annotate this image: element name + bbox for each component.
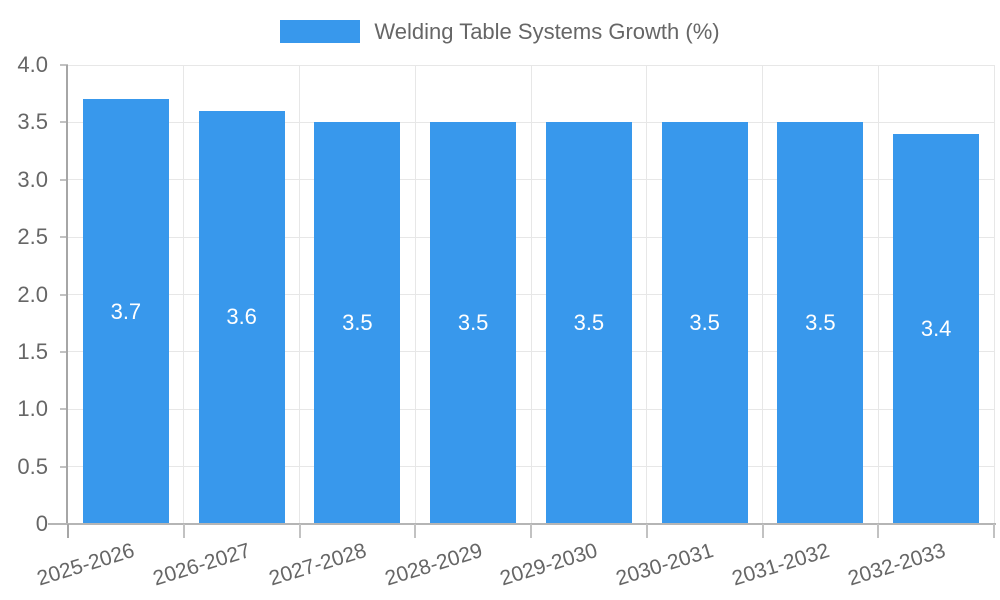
v-gridline: [299, 65, 300, 524]
y-tick-mark: [60, 121, 68, 124]
x-category-label: 2026-2027: [150, 539, 254, 591]
legend-label: Welding Table Systems Growth (%): [374, 19, 720, 44]
legend-color-swatch: [280, 20, 361, 43]
bar[interactable]: 3.5: [314, 122, 401, 524]
plot-area: 3.7 3.6 3.5 3.5 3.5 3.5 3.5 3.4: [68, 64, 995, 524]
bar-value-label: 3.5: [689, 310, 720, 336]
bar[interactable]: 3.4: [893, 133, 980, 524]
y-tick-mark: [60, 293, 68, 296]
bar-value-label: 3.5: [457, 310, 489, 336]
x-category-label: 2030-2031: [613, 539, 717, 591]
v-gridline: [646, 65, 648, 524]
bar[interactable]: 3.6: [198, 110, 285, 524]
x-tick-mark: [414, 524, 417, 538]
y-axis-line: [66, 65, 68, 524]
y-tick-label: 2.0: [17, 281, 48, 307]
v-gridline: [530, 65, 532, 524]
x-axis-line: [48, 523, 996, 525]
v-gridline: [993, 65, 995, 524]
x-category-label: 2028-2029: [382, 539, 485, 591]
x-tick-mark: [67, 524, 69, 538]
y-tick-mark: [60, 236, 68, 239]
v-gridline: [762, 65, 763, 524]
bar[interactable]: 3.5: [777, 122, 864, 524]
y-tick-label: 0.5: [17, 453, 48, 479]
y-tick-label: 4.0: [17, 52, 48, 77]
x-category-label: 2031-2032: [729, 539, 833, 591]
bar-value-label: 3.4: [920, 315, 952, 341]
x-tick-mark: [182, 524, 185, 538]
y-tick-mark: [60, 350, 68, 353]
y-tick-mark: [60, 408, 68, 411]
x-axis: 2025-2026 2026-2027 2027-2028 2028-2029 2029…: [35, 524, 995, 600]
v-gridline: [877, 65, 879, 524]
bar[interactable]: 3.7: [82, 99, 169, 524]
y-tick-label: 3.5: [17, 109, 48, 135]
bar-value-label: 3.7: [110, 298, 142, 324]
y-axis: 0 0.5 1.0 1.5 2.0 2.5 3.0 3.5 4.0: [0, 52, 68, 536]
bar-value-label: 3.5: [342, 310, 373, 336]
x-category-label: 2025-2026: [34, 539, 138, 591]
legend-item[interactable]: Welding Table Systems Growth (%): [280, 19, 720, 44]
bar[interactable]: 3.5: [430, 122, 517, 524]
y-tick-label: 2.5: [17, 224, 48, 250]
y-tick-label: 1.0: [17, 396, 48, 422]
v-gridline: [183, 65, 185, 524]
y-tick-mark: [60, 178, 68, 181]
x-tick-mark: [761, 524, 764, 538]
y-tick-mark: [60, 465, 68, 468]
x-tick-mark: [530, 524, 532, 538]
bar[interactable]: 3.5: [545, 122, 632, 524]
x-tick-mark: [877, 524, 880, 538]
x-category-label: 2032-2033: [845, 539, 948, 591]
bar-value-label: 3.6: [226, 304, 257, 330]
y-tick-label: 1.5: [17, 338, 48, 364]
chart-legend: Welding Table Systems Growth (%): [0, 19, 1000, 44]
x-tick-mark: [645, 524, 648, 538]
bar[interactable]: 3.5: [661, 122, 748, 524]
v-gridline: [414, 65, 416, 524]
x-category-label: 2029-2030: [497, 539, 601, 591]
bar-value-label: 3.5: [805, 310, 836, 336]
bar-value-label: 3.5: [573, 310, 605, 336]
x-tick-mark: [298, 524, 301, 538]
y-tick-mark: [60, 64, 68, 66]
x-category-label: 2027-2028: [266, 539, 370, 591]
x-tick-mark: [993, 524, 995, 538]
y-tick-label: 3.0: [17, 166, 48, 192]
y-tick-label: 0: [35, 511, 48, 536]
